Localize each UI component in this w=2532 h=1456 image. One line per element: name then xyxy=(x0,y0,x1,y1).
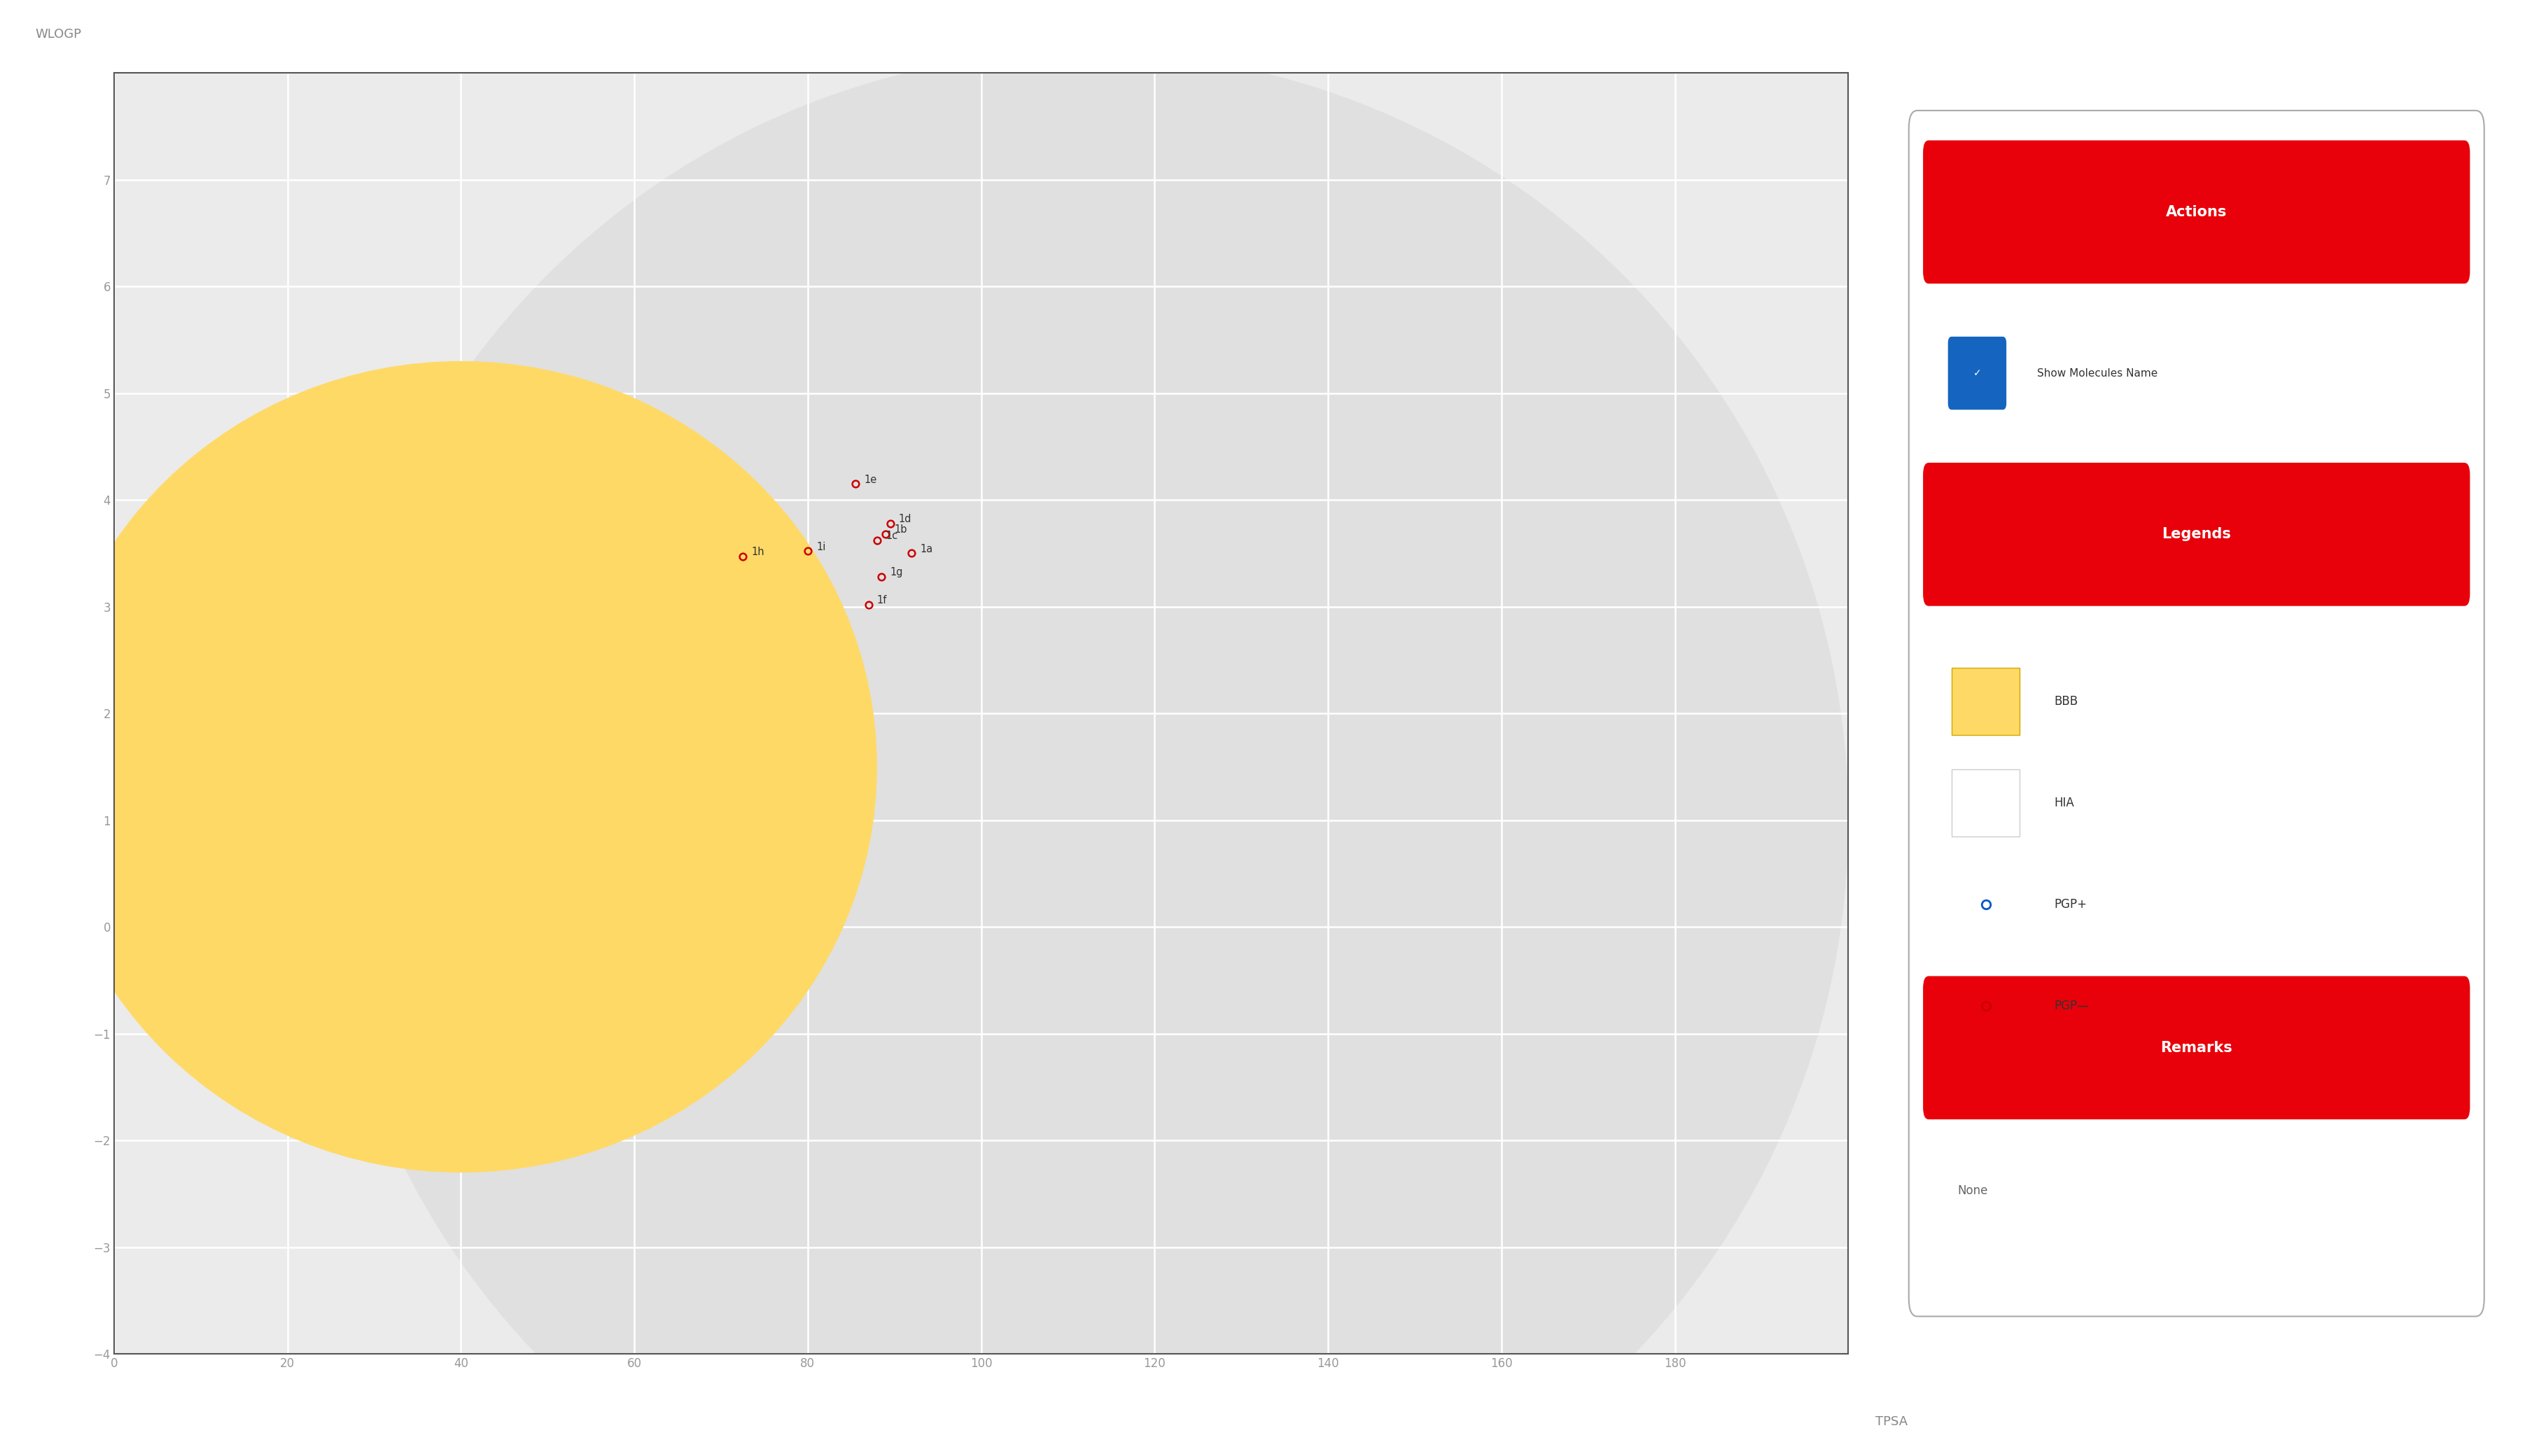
Text: PGP—: PGP— xyxy=(2053,1000,2089,1012)
Y-axis label: WLOGP: WLOGP xyxy=(35,28,81,41)
Text: Legends: Legends xyxy=(2162,527,2231,542)
Ellipse shape xyxy=(46,361,876,1172)
Text: Remarks: Remarks xyxy=(2160,1041,2233,1054)
Text: HIA: HIA xyxy=(2053,796,2074,810)
Text: PGP+: PGP+ xyxy=(2053,898,2086,911)
X-axis label: TPSA: TPSA xyxy=(1876,1415,1909,1428)
Text: 1a: 1a xyxy=(922,543,934,555)
Text: 1e: 1e xyxy=(863,475,876,485)
FancyBboxPatch shape xyxy=(1950,338,2005,409)
Text: Actions: Actions xyxy=(2165,205,2228,218)
FancyBboxPatch shape xyxy=(1909,111,2484,1316)
Text: Show Molecules Name: Show Molecules Name xyxy=(2036,368,2157,379)
Text: BBB: BBB xyxy=(2053,695,2079,708)
Text: 1c: 1c xyxy=(886,531,899,542)
FancyBboxPatch shape xyxy=(1952,668,2021,735)
Text: 1h: 1h xyxy=(752,547,765,558)
Text: 1i: 1i xyxy=(815,542,825,552)
Text: 1f: 1f xyxy=(876,596,886,606)
Text: 1d: 1d xyxy=(899,514,912,524)
Text: None: None xyxy=(1957,1185,1988,1197)
Ellipse shape xyxy=(322,51,1848,1456)
Text: 1b: 1b xyxy=(894,524,906,534)
FancyBboxPatch shape xyxy=(1924,463,2471,606)
FancyBboxPatch shape xyxy=(1924,976,2471,1120)
FancyBboxPatch shape xyxy=(1924,140,2471,284)
FancyBboxPatch shape xyxy=(1952,770,2021,836)
Text: ✓: ✓ xyxy=(1972,368,1980,379)
Text: 1g: 1g xyxy=(891,568,904,578)
